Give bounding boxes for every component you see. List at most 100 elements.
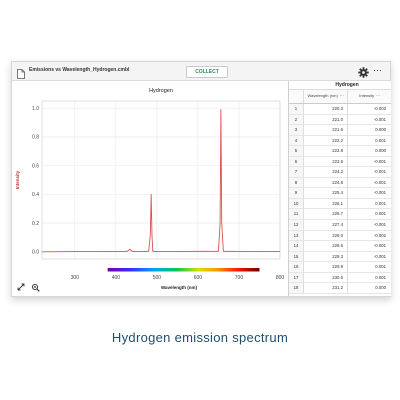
wavelength-cell[interactable]: 228.0	[303, 230, 347, 241]
intensity-cell[interactable]: 0.000	[347, 283, 390, 293]
wavelength-cell[interactable]: 226.1	[303, 198, 347, 209]
row-index: 14	[289, 241, 303, 251]
table-row[interactable]: 10 226.1 0.001	[289, 198, 391, 210]
intensity-cell[interactable]: 0.001	[347, 198, 390, 209]
table-row[interactable]: 3 221.6 0.000	[289, 125, 391, 136]
wavelength-cell[interactable]: 229.9	[303, 262, 347, 272]
row-index: 18	[289, 283, 303, 293]
wavelength-cell[interactable]: 221.6	[303, 125, 347, 135]
wavelength-cell[interactable]: 221.0	[303, 114, 347, 125]
table-row[interactable]: 9 225.4 -0.001	[289, 188, 391, 199]
x-tick-label: 600	[194, 275, 203, 281]
wavelength-cell[interactable]: 227.4	[303, 220, 347, 230]
row-index: 16	[289, 262, 303, 272]
wavelength-cell[interactable]: 224.8	[303, 177, 347, 188]
intensity-cell[interactable]: 0.000	[347, 146, 390, 156]
intensity-column-header[interactable]: Intensity ⋯	[347, 90, 391, 103]
wavelength-cell[interactable]: 225.4	[303, 188, 347, 198]
row-index: 3	[289, 125, 303, 135]
wavelength-cell[interactable]: 224.2	[303, 167, 347, 177]
intensity-cell[interactable]: 0.001	[347, 209, 390, 220]
table-row[interactable]: 13 228.0 -0.002	[289, 230, 391, 242]
row-index: 8	[289, 177, 303, 188]
row-index: 9	[289, 188, 303, 198]
x-tick-label: 800	[276, 275, 285, 281]
x-axis-label[interactable]: Wavelength (nm)	[161, 285, 198, 290]
intensity-cell[interactable]: -0.001	[347, 220, 390, 230]
file-icon[interactable]	[17, 66, 25, 84]
table-header-row: Wavelength (nm) ⋯ Intensity ⋯	[289, 90, 391, 104]
table-row[interactable]: 18 231.2 0.000	[289, 283, 391, 294]
row-index: 2	[289, 114, 303, 125]
intensity-cell[interactable]: 0.001	[347, 272, 390, 283]
row-index: 12	[289, 220, 303, 230]
graph-panel[interactable]: 300 400 500 600 700 800 0.0 0.2 0.4 0.6 0.8 1.0 Hydr…	[12, 81, 287, 296]
table-row[interactable]: 5 222.8 0.000	[289, 146, 391, 157]
table-row[interactable]: 2 221.0 -0.001	[289, 114, 391, 126]
plot-area	[41, 100, 281, 260]
index-column-header	[289, 90, 303, 103]
wavelength-cell[interactable]: 226.7	[303, 209, 347, 220]
row-index: 17	[289, 272, 303, 283]
wavelength-cell[interactable]: 223.5	[303, 156, 347, 167]
table-row[interactable]: 15 229.3 -0.001	[289, 251, 391, 263]
row-index: 15	[289, 251, 303, 262]
emission-line-series[interactable]	[41, 109, 281, 253]
x-tick-label: 700	[235, 275, 244, 281]
row-index: 4	[289, 135, 303, 146]
gear-icon[interactable]	[358, 65, 369, 83]
collect-button[interactable]: COLLECT	[186, 66, 228, 78]
table-row[interactable]: 16 229.9 0.001	[289, 262, 391, 273]
intensity-cell[interactable]: 0.001	[347, 135, 390, 146]
table-row[interactable]: 6 223.5 -0.001	[289, 156, 391, 168]
more-options-icon[interactable]: ⋯	[373, 65, 382, 75]
intensity-column-label: Intensity	[359, 93, 375, 99]
row-index: 1	[289, 104, 303, 114]
intensity-cell[interactable]: -0.001	[347, 251, 390, 262]
intensity-cell[interactable]: -0.001	[347, 114, 390, 125]
table-row[interactable]: 8 224.8 -0.001	[289, 177, 391, 189]
y-axis-label[interactable]: Intensity	[15, 170, 20, 189]
table-row[interactable]: 12 227.4 -0.001	[289, 220, 391, 231]
wavelength-cell[interactable]: 229.3	[303, 251, 347, 262]
row-index: 6	[289, 156, 303, 167]
intensity-cell[interactable]: -0.003	[347, 104, 390, 114]
table-row[interactable]: 1 220.3 -0.003	[289, 104, 391, 115]
visible-spectrum-bar	[107, 268, 260, 272]
table-body: 1 220.3 -0.003 2 221.0 -0.001 3 221.6 0.000 4 222.…	[289, 104, 391, 294]
zoom-icon[interactable]	[31, 283, 40, 292]
table-row[interactable]: 4 222.2 0.001	[289, 135, 391, 147]
wavelength-cell[interactable]: 222.2	[303, 135, 347, 146]
y-tick-label: 0.0	[32, 250, 39, 256]
intensity-cell[interactable]: -0.001	[347, 241, 390, 251]
wavelength-cell[interactable]: 228.6	[303, 241, 347, 251]
wavelength-cell[interactable]: 220.3	[303, 104, 347, 114]
row-index: 7	[289, 167, 303, 177]
intensity-cell[interactable]: -0.001	[347, 156, 390, 167]
intensity-cell[interactable]: -0.001	[347, 167, 390, 177]
row-index: 10	[289, 198, 303, 209]
wavelength-column-header[interactable]: Wavelength (nm) ⋯	[302, 90, 348, 103]
intensity-cell[interactable]: -0.001	[347, 177, 390, 188]
intensity-cell[interactable]: -0.002	[347, 230, 390, 241]
spectrum-chart[interactable]: 300 400 500 600 700 800 0.0 0.2 0.4 0.6 0.8 1.0 Hydr…	[12, 81, 287, 296]
autoscale-icon[interactable]	[17, 283, 25, 291]
data-table[interactable]: Hydrogen Wavelength (nm) ⋯ Intensity ⋯ 1…	[288, 81, 391, 296]
wavelength-cell[interactable]: 231.2	[303, 283, 347, 293]
intensity-cell[interactable]: 0.000	[347, 125, 390, 135]
wavelength-cell[interactable]: 222.8	[303, 146, 347, 156]
chart-title: Hydrogen	[149, 88, 173, 94]
file-name[interactable]: Emissions vs Wavelength_Hydrogen.cmbl	[29, 67, 130, 73]
table-row[interactable]: 14 228.6 -0.001	[289, 241, 391, 252]
row-index: 13	[289, 230, 303, 241]
column-menu-icon[interactable]: ⋯	[339, 93, 344, 99]
table-row[interactable]: 17 230.5 0.001	[289, 272, 391, 284]
intensity-cell[interactable]: 0.001	[347, 262, 390, 272]
column-menu-icon[interactable]: ⋯	[376, 93, 381, 99]
table-row[interactable]: 7 224.2 -0.001	[289, 167, 391, 178]
table-row[interactable]: 11 226.7 0.001	[289, 209, 391, 221]
y-tick-label: 0.6	[32, 163, 39, 169]
y-tick-label: 0.2	[32, 221, 39, 227]
wavelength-cell[interactable]: 230.5	[303, 272, 347, 283]
intensity-cell[interactable]: -0.001	[347, 188, 390, 198]
